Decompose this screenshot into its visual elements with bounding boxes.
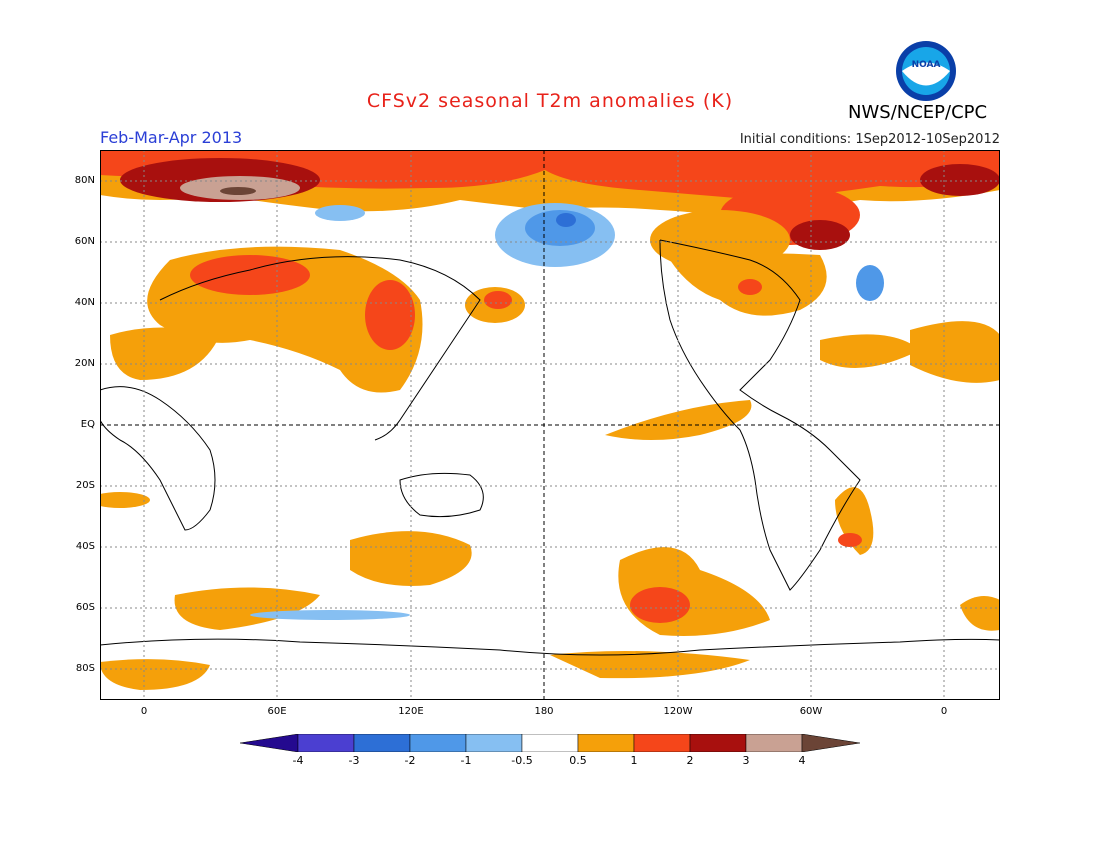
colorbar-label: 2 <box>686 754 694 767</box>
logo-text: NOAA <box>912 60 941 70</box>
anomaly-map <box>100 150 1000 700</box>
colorbar-label: 4 <box>798 754 806 767</box>
colorbar-swatch <box>353 734 411 752</box>
lat-label: 60S <box>75 602 95 613</box>
colorbar-swatch <box>577 734 635 752</box>
lon-label: 120W <box>663 706 693 717</box>
lon-label: 0 <box>140 706 148 717</box>
colorbar-swatch <box>633 734 691 752</box>
organization-label: NWS/NCEP/CPC <box>848 102 988 123</box>
colorbar-label: 3 <box>742 754 750 767</box>
colorbar-swatch <box>409 734 467 752</box>
eurasia-warm-region <box>110 246 525 393</box>
initial-conditions: Initial conditions: 1Sep2012-10Sep2012 <box>739 132 1000 147</box>
noaa-logo: NOAA <box>896 41 956 101</box>
colorbar-swatch <box>689 734 747 752</box>
lat-label: 60N <box>74 236 95 247</box>
colorbar-swatch <box>465 734 523 752</box>
lat-label: 20S <box>75 480 95 491</box>
equator-dateline <box>100 150 1000 700</box>
forecast-period: Feb-Mar-Apr 2013 <box>100 128 243 147</box>
colorbar-swatch <box>745 734 803 752</box>
lon-label: 180 <box>534 706 554 717</box>
colorbar-label: -2 <box>404 754 416 767</box>
colorbar-label: -0.5 <box>511 754 533 767</box>
colorbar-label: 1 <box>630 754 638 767</box>
colorbar-swatch <box>240 734 299 752</box>
lon-label: 60W <box>799 706 823 717</box>
lat-lon-grid <box>100 150 1000 700</box>
lon-label: 60E <box>267 706 287 717</box>
colorbar-swatch <box>297 734 355 752</box>
lat-label: 20N <box>74 358 95 369</box>
colorbar-swatch <box>521 734 579 752</box>
colorbar-swatch <box>801 734 860 752</box>
lat-label: EQ <box>80 419 95 430</box>
colorbar-label: -3 <box>348 754 360 767</box>
lon-label: 0 <box>940 706 948 717</box>
north-america-warm-region <box>670 253 1000 383</box>
lat-label: 40N <box>74 297 95 308</box>
lat-label: 40S <box>75 541 95 552</box>
map-title: CFSv2 seasonal T2m anomalies (K) <box>366 90 734 112</box>
lat-label: 80N <box>74 175 95 186</box>
colorbar-label: -4 <box>292 754 304 767</box>
colorbar-label: -1 <box>460 754 472 767</box>
colorbar <box>240 734 860 752</box>
lat-label: 80S <box>75 663 95 674</box>
arctic-anomaly-region <box>100 150 1000 270</box>
colorbar-label: 0.5 <box>569 754 587 767</box>
lon-label: 120E <box>398 706 424 717</box>
bering-cold-region <box>315 203 884 301</box>
